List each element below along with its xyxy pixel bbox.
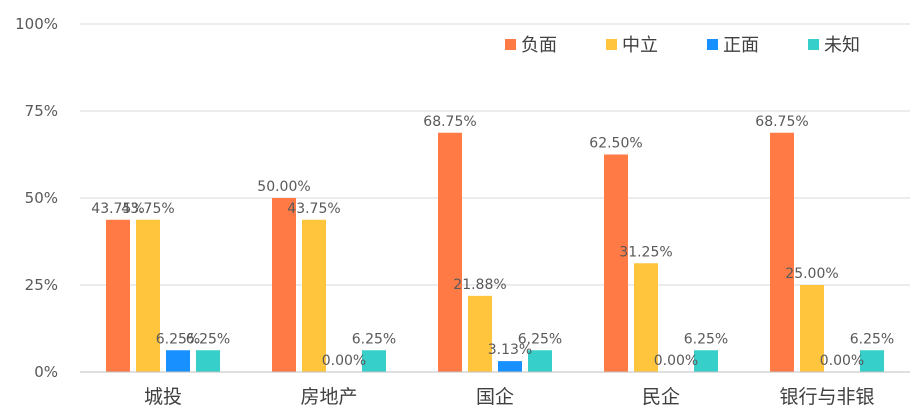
bar-未知-房地产 (362, 350, 386, 372)
x-category-label: 银行与非银 (779, 386, 874, 408)
x-category-label: 国企 (476, 386, 514, 408)
data-label: 68.75% (755, 114, 808, 130)
data-label: 43.75% (121, 201, 174, 217)
bar-未知-城投 (196, 350, 220, 372)
bar-负面-银行与非银 (770, 132, 794, 372)
bar-未知-银行与非银 (860, 350, 884, 372)
bar-中立-银行与非银 (800, 285, 824, 372)
bar-中立-民企 (634, 263, 658, 372)
data-label: 43.75% (91, 201, 144, 217)
bar-负面-国企 (438, 132, 462, 372)
data-label: 50.00% (257, 179, 310, 195)
data-label: 31.25% (619, 244, 672, 260)
y-tick-label: 25% (25, 276, 58, 294)
legend-label: 中立 (622, 35, 658, 56)
bar-中立-房地产 (302, 219, 326, 372)
legend-swatch (606, 39, 617, 50)
data-label: 21.88% (453, 277, 506, 293)
bar-正面-城投 (166, 350, 190, 372)
bar-layer (106, 132, 884, 372)
data-label: 68.75% (423, 114, 476, 130)
data-label: 3.13% (488, 342, 532, 358)
data-label: 0.00% (654, 353, 698, 369)
bar-中立-国企 (468, 295, 492, 372)
legend-label: 未知 (824, 35, 860, 56)
bar-正面-国企 (498, 361, 522, 372)
data-label: 25.00% (785, 266, 838, 282)
x-category-label: 房地产 (300, 386, 357, 408)
bar-负面-房地产 (272, 198, 296, 372)
data-label: 6.25% (352, 331, 396, 347)
data-label: 62.50% (589, 136, 642, 152)
bar-负面-民企 (604, 154, 628, 372)
legend-swatch (808, 39, 819, 50)
legend-swatch (707, 39, 718, 50)
data-label: 43.75% (287, 201, 340, 217)
data-label: 6.25% (850, 331, 894, 347)
x-category-label: 民企 (642, 386, 680, 408)
x-category-label: 城投 (144, 386, 182, 408)
data-label: 6.25% (186, 331, 230, 347)
bar-中立-城投 (136, 219, 160, 372)
y-tick-label: 0% (34, 363, 58, 381)
y-tick-label: 100% (15, 15, 58, 33)
data-label: 6.25% (156, 331, 200, 347)
data-label: 6.25% (518, 331, 562, 347)
label-layer: 43.75%43.75%6.25%6.25%50.00%43.75%0.00%6… (91, 114, 894, 369)
legend-label: 负面 (521, 35, 557, 56)
y-tick-label: 75% (25, 102, 58, 120)
bar-未知-国企 (528, 350, 552, 372)
legend-swatch (505, 39, 516, 50)
legend: 负面 中立 正面 未知 (505, 35, 860, 56)
data-label: 6.25% (684, 331, 728, 347)
legend-label: 正面 (723, 35, 759, 56)
data-label: 0.00% (820, 353, 864, 369)
data-label: 0.00% (322, 353, 366, 369)
bar-负面-城投 (106, 219, 130, 372)
y-tick-label: 50% (25, 189, 58, 207)
bar-未知-民企 (694, 350, 718, 372)
axis-layer: 0% 25% 50% 75% 100% 城投 房地产 国企 民企 银行与非银 (15, 15, 910, 408)
